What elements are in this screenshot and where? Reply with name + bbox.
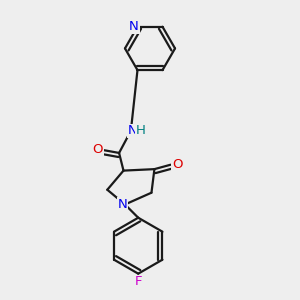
Text: N: N [118, 198, 128, 211]
Text: N: N [128, 124, 137, 137]
Text: O: O [172, 158, 182, 171]
Text: H: H [135, 124, 145, 137]
Text: O: O [92, 143, 103, 157]
Text: N: N [129, 20, 139, 33]
Text: F: F [134, 275, 142, 288]
